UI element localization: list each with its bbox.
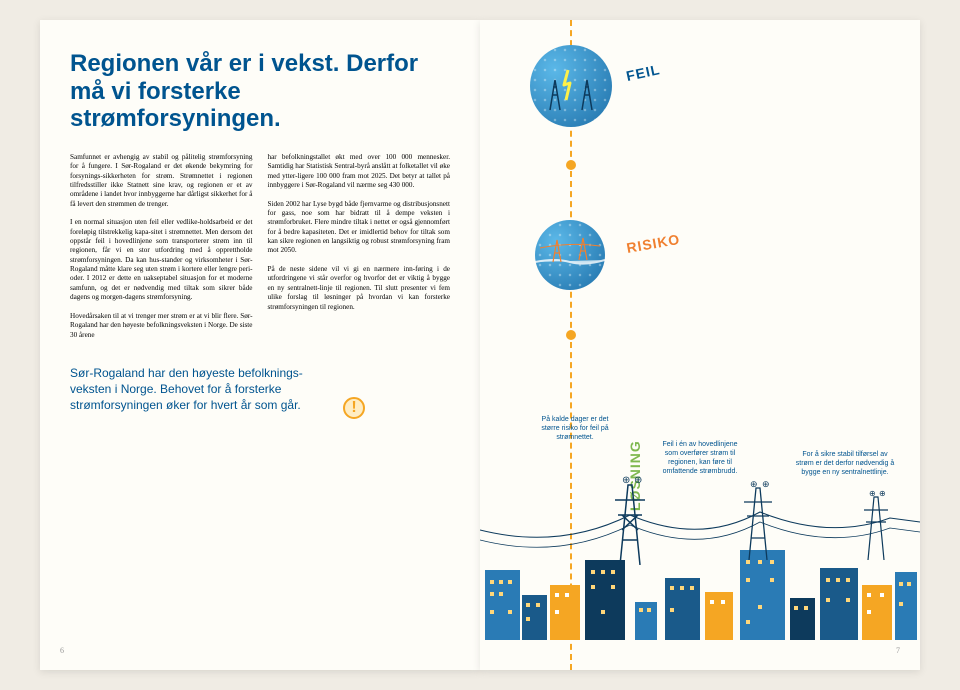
page-number-left: 6 [60,646,64,655]
svg-text:⊕: ⊕ [622,475,630,486]
label-feil: FEIL [625,61,662,84]
label-risiko: RISIKO [625,231,681,256]
illustration-risiko [535,220,605,290]
page-number-right: 7 [896,646,900,655]
headline: Regionen vår er i vekst. Derfor må vi fo… [40,20,480,153]
svg-text:⊕: ⊕ [762,480,770,489]
body-column-2: har befolkningstallet økt med over 100 0… [268,153,451,340]
svg-text:⊕: ⊕ [879,490,886,498]
pylon-1: ⊕ ⊕ [610,475,650,565]
city-skyline [480,540,920,640]
left-page: Regionen vår er i vekst. Derfor må vi fo… [40,20,480,670]
caption-1: På kalde dager er det større risiko for … [535,415,615,442]
exclamation-icon: ! [343,397,365,419]
svg-text:⊕: ⊕ [750,480,758,489]
pylon-3: ⊕ ⊕ [860,490,892,560]
body-text: Samfunnet er avhengig av stabil og pålit… [40,153,480,340]
right-page: FEIL RISIKO LØSNING På kalde dager er de… [480,20,920,670]
pylon-2: ⊕ ⊕ [740,480,776,560]
caption-3: For å sikre stabil tilførsel av strøm er… [795,450,895,477]
illustration-feil [530,45,612,127]
svg-text:⊕: ⊕ [869,490,876,498]
callout-content: Sør-Rogaland har den høyeste befolknings… [70,366,303,412]
timeline-dot-1 [566,160,576,170]
caption-2: Feil i én av hovedlinjene som overfører … [655,440,745,476]
body-column-1: Samfunnet er avhengig av stabil og pålit… [70,153,253,340]
callout-text: Sør-Rogaland har den høyeste befolknings… [40,340,480,414]
svg-text:⊕: ⊕ [634,475,642,486]
timeline-dot-2 [566,330,576,340]
